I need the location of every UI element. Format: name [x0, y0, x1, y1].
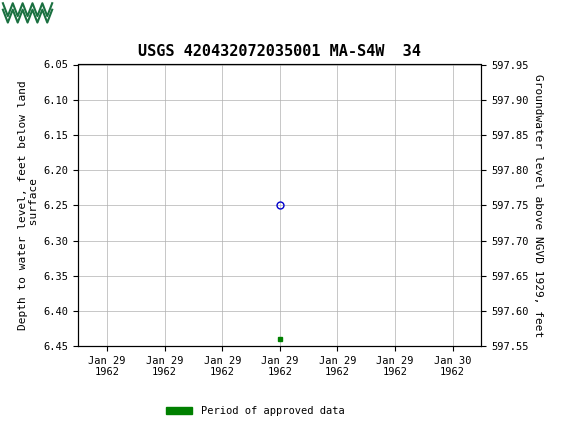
- Bar: [3, 3, 52, 30]
- Text: USGS: USGS: [58, 9, 105, 24]
- Y-axis label: Depth to water level, feet below land
 surface: Depth to water level, feet below land su…: [18, 80, 39, 330]
- Title: USGS 420432072035001 MA-S4W  34: USGS 420432072035001 MA-S4W 34: [139, 44, 421, 59]
- Y-axis label: Groundwater level above NGVD 1929, feet: Groundwater level above NGVD 1929, feet: [533, 74, 543, 337]
- Legend: Period of approved data: Period of approved data: [162, 402, 349, 421]
